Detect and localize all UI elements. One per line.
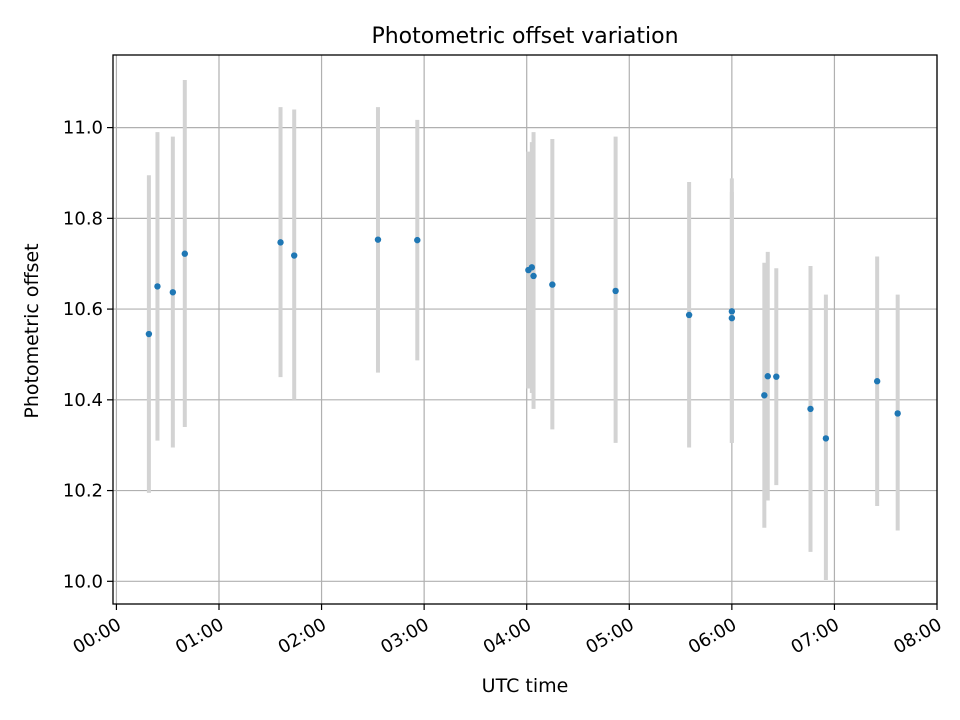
data-point [807,405,814,413]
x-tick-label: 06:00 [685,614,740,658]
data-point [612,287,619,295]
y-tick-label: 10.2 [63,481,103,502]
data-point [528,264,536,271]
data-point [764,373,771,380]
y-tick-label: 10.4 [63,390,103,411]
y-tick-label: 10.6 [63,299,103,320]
x-tick-label: 08:00 [890,614,945,658]
data-point [773,373,780,380]
chart-title: Photometric offset variation [371,24,678,49]
data-points [145,236,901,442]
data-point [873,378,881,385]
x-tick-label: 03:00 [377,614,432,658]
x-tick-label: 05:00 [582,614,637,658]
data-point [822,435,830,442]
y-tick-label: 10.0 [63,571,103,592]
data-point [728,308,736,315]
x-tick-label: 02:00 [275,614,330,658]
y-tick-label: 10.8 [63,208,103,229]
data-point [761,392,768,399]
x-tick-label: 04:00 [480,614,535,658]
error-bars [146,79,900,580]
data-point [145,330,153,338]
y-axis-label: Photometric offset [21,243,43,418]
y-axis-ticks: 10.0 10.2 10.4 10.6 10.8 11.0 [63,118,113,592]
data-point [685,311,693,319]
data-point [374,236,382,243]
data-point [277,239,284,246]
data-point [154,283,161,290]
plot-area-frame [112,54,938,605]
data-point [549,281,556,288]
data-point [530,272,537,280]
data-point [291,252,298,259]
x-axis-label: UTC time [482,675,569,697]
data-point [414,236,421,244]
y-tick-label: 11.0 [63,118,103,139]
x-axis-ticks: 00:00 01:00 02:00 03:00 04:00 05:00 06:00 07:00… [69,604,946,658]
x-tick-label: 07:00 [788,614,843,658]
data-point [169,289,177,296]
x-tick-label: 01:00 [172,614,227,658]
data-point [728,314,736,322]
grid [113,55,938,604]
x-tick-label: 00:00 [69,614,124,658]
data-point [894,410,901,417]
data-point [181,250,189,257]
